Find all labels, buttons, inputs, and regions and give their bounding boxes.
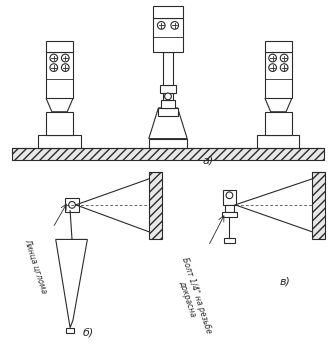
Bar <box>65 198 79 211</box>
Text: а): а) <box>203 156 214 166</box>
Circle shape <box>280 64 288 72</box>
Circle shape <box>165 93 171 100</box>
Bar <box>158 108 178 116</box>
Circle shape <box>69 201 75 208</box>
Bar <box>224 239 235 243</box>
Bar <box>46 52 73 98</box>
Circle shape <box>269 64 277 72</box>
Bar <box>265 112 292 135</box>
Text: Линца цглома: Линца цглома <box>23 237 49 295</box>
Polygon shape <box>265 98 292 112</box>
Bar <box>153 18 183 52</box>
Circle shape <box>269 54 277 62</box>
Circle shape <box>171 22 178 29</box>
Circle shape <box>158 22 165 29</box>
Bar <box>153 6 183 18</box>
Polygon shape <box>46 98 73 112</box>
Bar <box>38 135 81 148</box>
Circle shape <box>280 54 288 62</box>
Bar <box>225 205 234 211</box>
Bar <box>222 211 237 218</box>
Bar <box>46 41 73 52</box>
Bar <box>149 172 162 240</box>
Circle shape <box>61 54 69 62</box>
Circle shape <box>61 64 69 72</box>
Polygon shape <box>56 240 87 328</box>
Text: Болт 1/4" на резьбе
докрасна: Болт 1/4" на резьбе докрасна <box>170 256 213 337</box>
Bar <box>223 189 236 205</box>
Text: б): б) <box>83 328 94 337</box>
Bar <box>160 85 176 93</box>
Bar <box>265 41 292 52</box>
Bar <box>257 135 299 148</box>
Bar <box>161 100 175 108</box>
Circle shape <box>50 64 57 72</box>
Bar <box>265 52 292 98</box>
Circle shape <box>50 54 57 62</box>
Bar <box>149 138 187 148</box>
Bar <box>163 52 173 85</box>
Bar <box>11 148 325 160</box>
Bar <box>312 172 325 240</box>
Text: в): в) <box>280 277 291 287</box>
Bar <box>163 93 173 100</box>
Bar <box>66 328 74 333</box>
Polygon shape <box>149 108 187 138</box>
Circle shape <box>226 192 233 199</box>
Bar <box>46 112 73 135</box>
